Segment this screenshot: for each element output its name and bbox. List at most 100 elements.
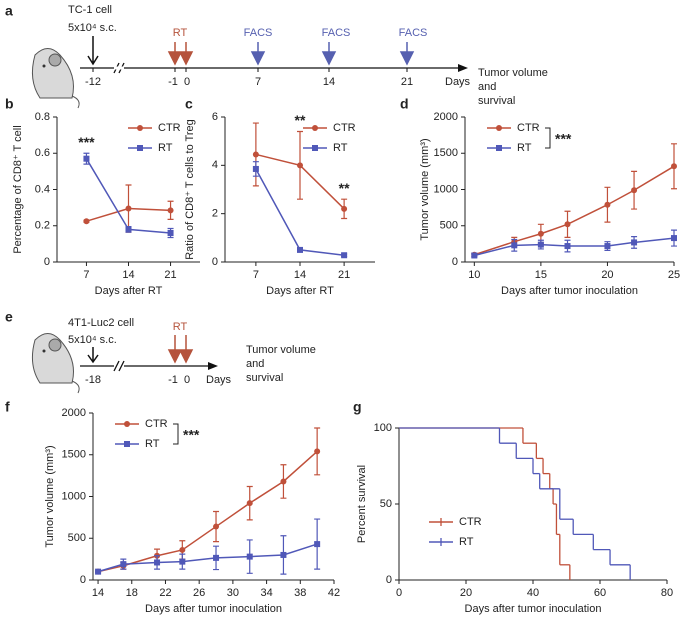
panel-letter: c xyxy=(185,96,193,112)
marker xyxy=(297,246,303,253)
dose: 5x10⁴ s.c. xyxy=(68,22,117,34)
x-tick-label: 25 xyxy=(668,269,680,281)
x-tick-label: 7 xyxy=(253,269,259,281)
x-tick-label: 0 xyxy=(396,587,402,599)
chart-d: d 0 500 1000 1500 2000 10 15 20 25 Days after tumo… xyxy=(400,96,680,297)
y-tick-label: 0.4 xyxy=(35,183,50,195)
y-tick-label: 0 xyxy=(452,256,458,268)
series-line xyxy=(474,237,675,257)
arrow xyxy=(87,347,99,364)
dose: 5x10⁴ s.c. xyxy=(68,334,117,346)
panel-letter: d xyxy=(400,96,409,112)
y-axis-label: Percent survival xyxy=(356,465,368,543)
marker xyxy=(246,500,253,507)
y-tick-label: 2 xyxy=(212,208,218,220)
marker xyxy=(137,145,143,151)
marker xyxy=(125,226,132,233)
event-label: FACS xyxy=(399,27,428,39)
x-tick-label: 14 xyxy=(122,269,134,281)
rt-arrows xyxy=(167,335,194,364)
x-tick-label: 26 xyxy=(193,587,205,599)
x-axis-label: Days after RT xyxy=(95,285,163,297)
outcome: and xyxy=(246,358,264,370)
y-tick-label: 0.8 xyxy=(35,111,50,123)
marker xyxy=(537,230,544,237)
legend-label: RT xyxy=(333,142,348,154)
outcome: and xyxy=(478,81,496,93)
marker xyxy=(496,145,502,151)
y-tick-label: 1500 xyxy=(62,449,86,461)
y-tick-label: 0 xyxy=(212,256,218,268)
marker xyxy=(246,553,253,560)
series-line xyxy=(97,543,318,573)
arrow-head xyxy=(458,64,468,72)
x-tick-label: 21 xyxy=(164,269,176,281)
y-tick-label: 50 xyxy=(380,498,392,510)
cell-line: TC-1 cell xyxy=(68,4,112,16)
x-axis-label: Days after tumor inoculation xyxy=(465,603,602,615)
marker xyxy=(314,448,321,455)
x-tick-label: 80 xyxy=(661,587,673,599)
marker xyxy=(631,187,638,194)
x-tick-label: 15 xyxy=(535,269,547,281)
marker xyxy=(252,151,259,158)
marker xyxy=(179,558,186,565)
marker xyxy=(537,241,544,248)
legend-label: RT xyxy=(459,536,474,548)
x-tick-label: 20 xyxy=(460,587,472,599)
x-tick-label: 7 xyxy=(83,269,89,281)
y-tick-label: 0 xyxy=(44,256,50,268)
time-label: 0 xyxy=(184,76,190,88)
outcome: survival xyxy=(478,95,515,107)
time-label: 21 xyxy=(401,76,413,88)
x-axis-label: Days after tumor inoculation xyxy=(501,285,638,297)
marker xyxy=(167,207,174,214)
x-axis-label: Days after tumor inoculation xyxy=(145,603,282,615)
y-tick-label: 1000 xyxy=(434,183,458,195)
event-label: FACS xyxy=(322,27,351,39)
time-label: 7 xyxy=(255,76,261,88)
marker xyxy=(471,252,478,259)
marker xyxy=(213,554,220,561)
marker xyxy=(120,561,127,568)
marker xyxy=(83,218,90,225)
arrow-head xyxy=(208,362,218,370)
x-tick-label: 30 xyxy=(227,587,239,599)
legend-label: CTR xyxy=(459,516,482,528)
x-tick-label: 21 xyxy=(338,269,350,281)
marker xyxy=(297,162,303,169)
significance: *** xyxy=(78,134,95,150)
marker xyxy=(280,478,287,485)
legend-label: CTR xyxy=(158,122,181,134)
time-label: -18 xyxy=(85,374,101,386)
marker xyxy=(280,551,287,558)
rt-arrows xyxy=(167,42,194,66)
mouse-icon xyxy=(31,333,80,394)
significance-bracket xyxy=(545,127,551,149)
y-tick-label: 0 xyxy=(80,574,86,586)
marker xyxy=(124,421,130,427)
significance-bracket xyxy=(173,423,179,445)
marker xyxy=(125,205,132,212)
time-label: -1 xyxy=(168,374,178,386)
timeline-a: a TC-1 cell 5x10⁴ s.c. -12 -1 0 7 14 21 … xyxy=(5,3,548,109)
axis-break xyxy=(113,360,125,372)
legend-label: RT xyxy=(145,438,160,450)
time-label: 14 xyxy=(323,76,335,88)
panel-letter: b xyxy=(5,96,14,112)
x-tick-label: 14 xyxy=(92,587,104,599)
y-tick-label: 2000 xyxy=(62,407,86,419)
time-label: 0 xyxy=(184,374,190,386)
time-label: -12 xyxy=(85,76,101,88)
y-tick-label: 1500 xyxy=(434,147,458,159)
y-axis-label: Tumor volume (mm³) xyxy=(419,138,431,240)
marker xyxy=(511,242,518,249)
x-tick-label: 42 xyxy=(328,587,340,599)
marker xyxy=(137,125,143,131)
x-tick-label: 18 xyxy=(126,587,138,599)
y-tick-label: 2000 xyxy=(434,111,458,123)
significance: ** xyxy=(339,180,350,196)
event-label: FACS xyxy=(244,27,273,39)
y-tick-label: 500 xyxy=(68,532,86,544)
